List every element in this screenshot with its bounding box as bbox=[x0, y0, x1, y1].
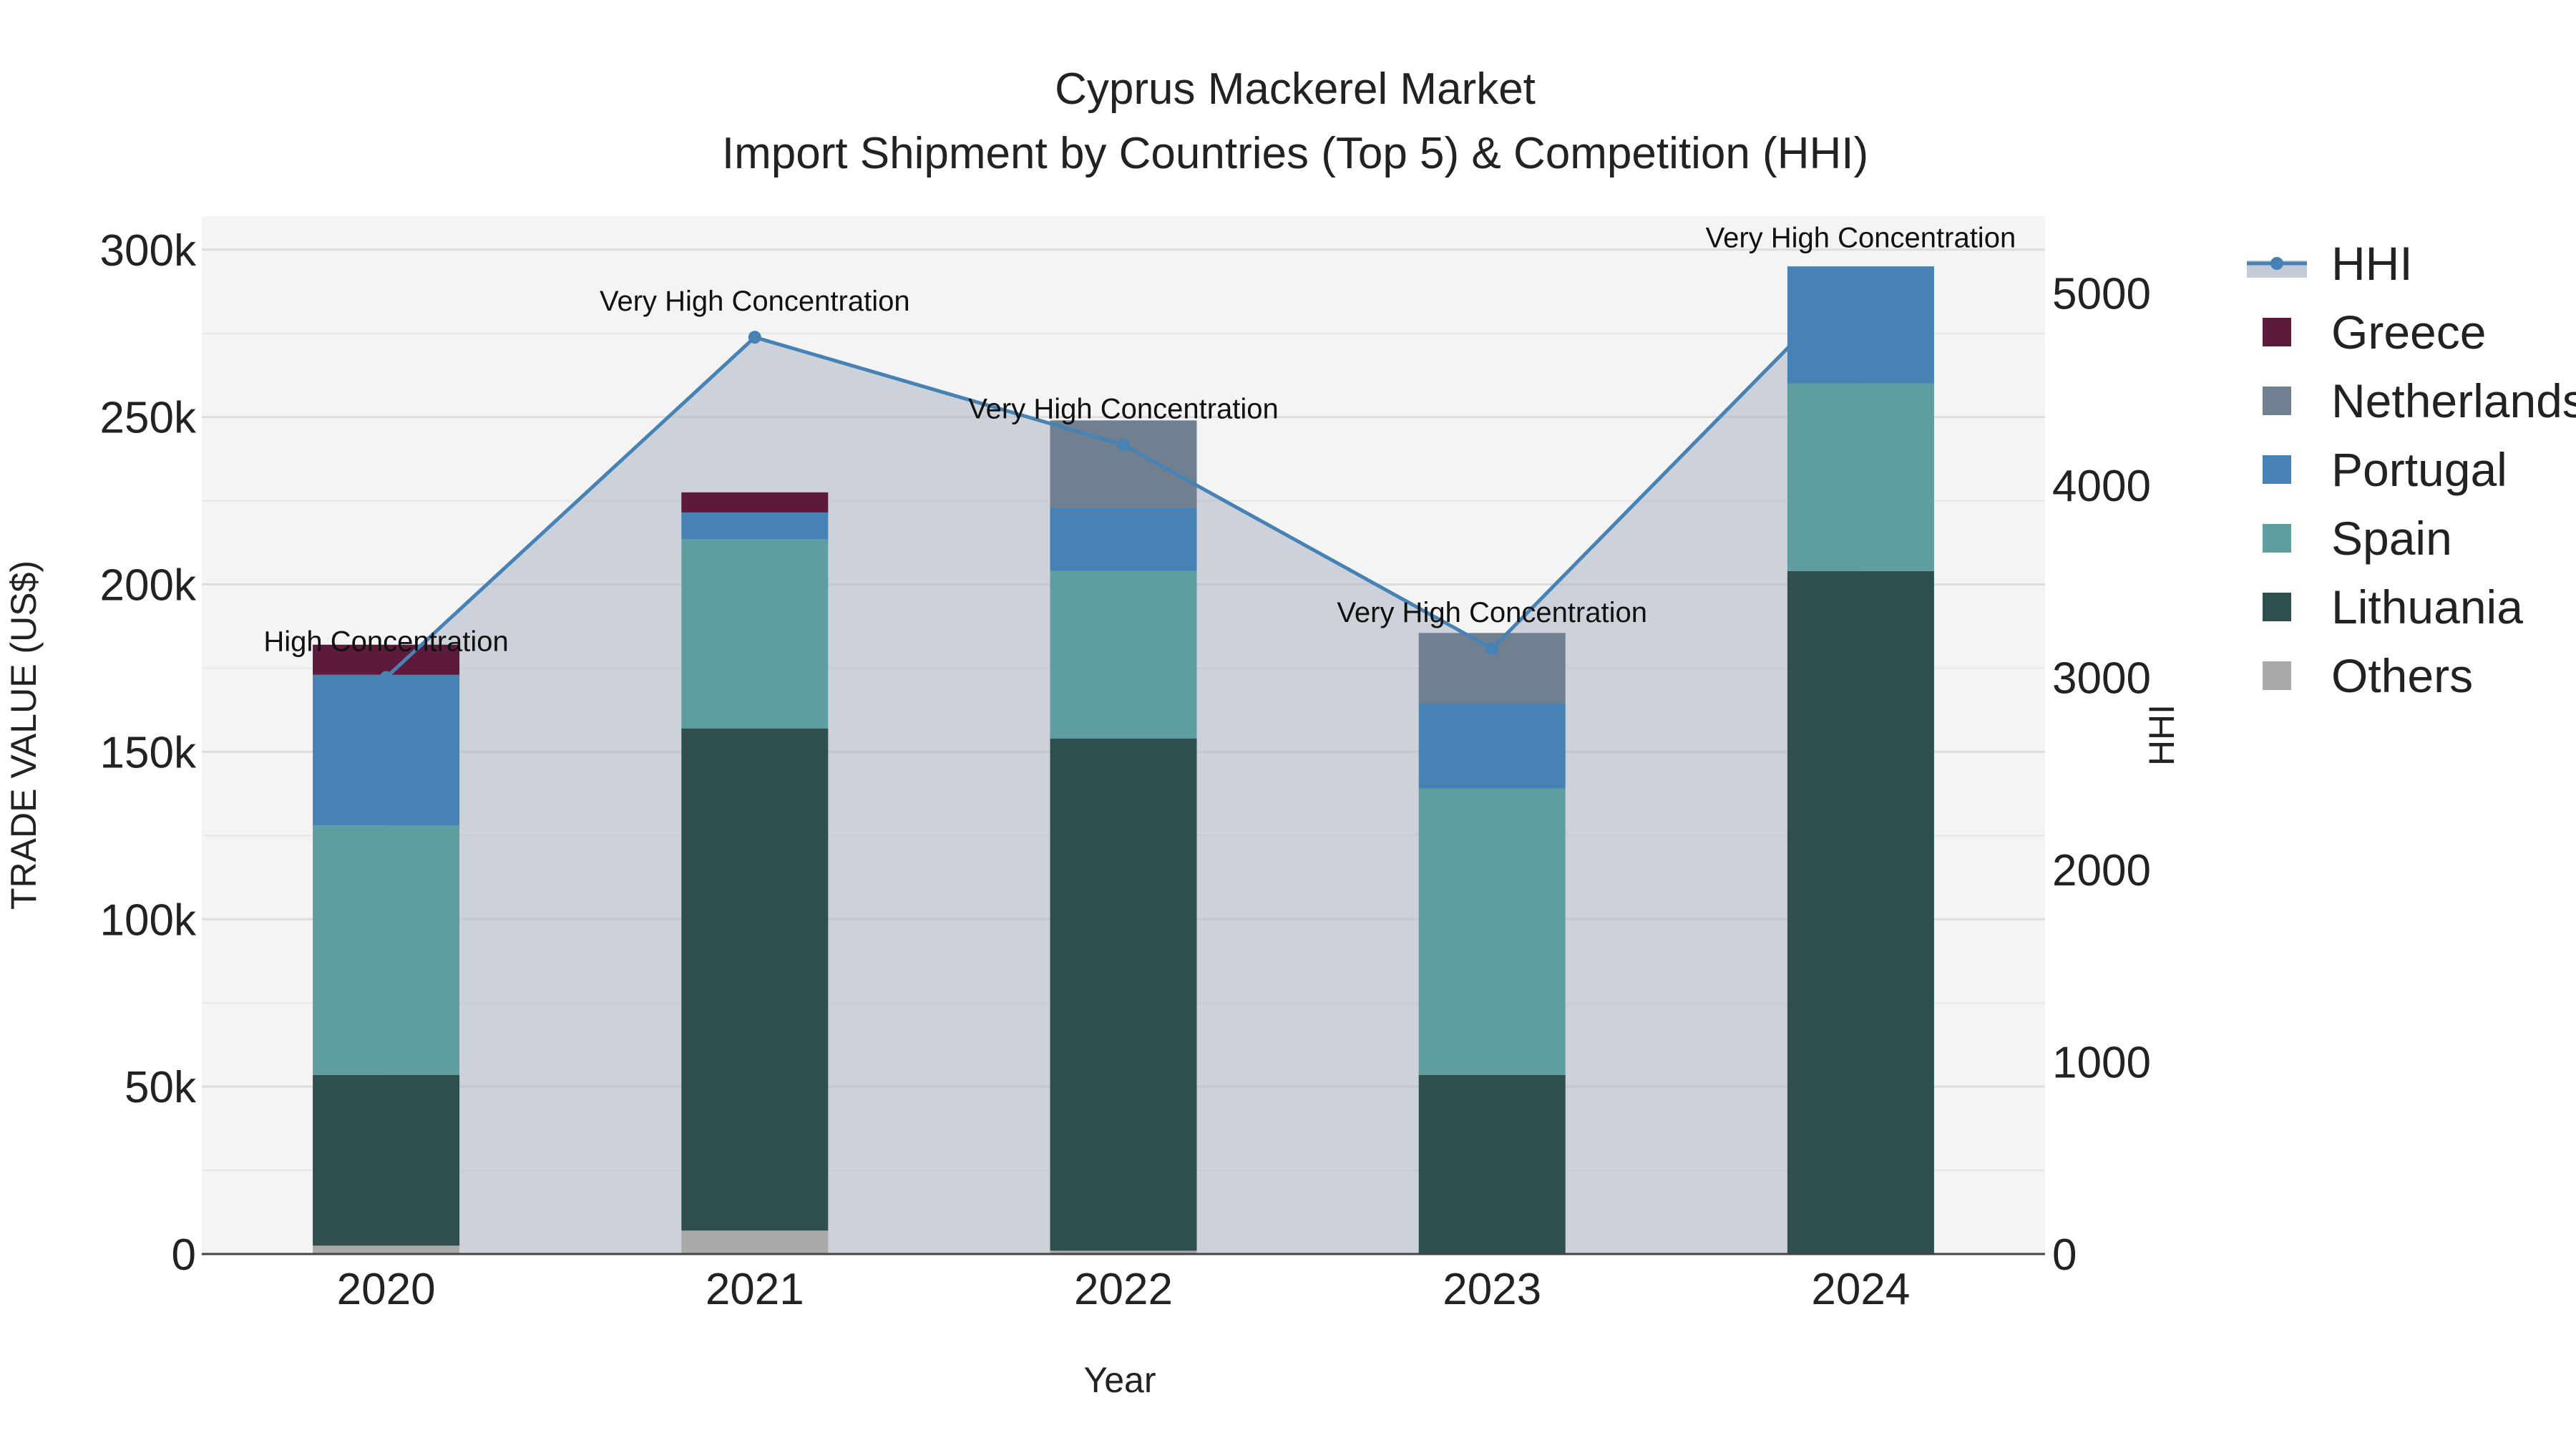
y2-axis-ticks: 0 1000 2000 3000 4000 5000 bbox=[2052, 269, 2151, 1280]
x-tick-label: 2024 bbox=[1811, 1265, 1910, 1314]
legend[interactable]: HHI Greece Netherlands Portugal Spain Lithuan… bbox=[2247, 237, 2576, 702]
legend-swatch-portugal bbox=[2263, 455, 2291, 484]
legend-label-hhi: HHI bbox=[2331, 237, 2413, 290]
legend-label-greece: Greece bbox=[2331, 306, 2486, 359]
chart-title: Cyprus Mackerel Market bbox=[1055, 64, 1536, 114]
bar-spain-2023 bbox=[1418, 788, 1566, 1075]
x-axis-title: Year bbox=[1083, 1360, 1156, 1400]
bar-lithuania-2020 bbox=[313, 1074, 460, 1246]
bar-spain-2021 bbox=[681, 539, 829, 729]
bar-lithuania-2024 bbox=[1787, 570, 1934, 1254]
hhi-annotation-2021: Very High Concentration bbox=[600, 286, 910, 317]
legend-item-lithuania[interactable]: Lithuania bbox=[2263, 580, 2523, 633]
bar-lithuania-2022 bbox=[1050, 738, 1197, 1251]
y2-axis-title: HHI bbox=[2142, 704, 2182, 766]
legend-label-netherlands: Netherlands bbox=[2331, 374, 2576, 427]
y-tick-label: 0 bbox=[172, 1230, 196, 1280]
hhi-annotations: High Concentration Very High Concentratio… bbox=[263, 223, 2016, 658]
legend-item-others[interactable]: Others bbox=[2263, 649, 2473, 702]
bar-lithuania-2021 bbox=[681, 728, 829, 1231]
bar-others-2020 bbox=[313, 1245, 460, 1254]
x-tick-label: 2022 bbox=[1074, 1265, 1173, 1314]
bar-others-2021 bbox=[681, 1230, 829, 1254]
bar-portugal-2023 bbox=[1418, 703, 1566, 789]
y2-tick-label: 0 bbox=[2052, 1230, 2077, 1280]
y-axis-ticks: 0 50k 100k 150k 200k 250k 300k bbox=[100, 226, 197, 1280]
legend-swatch-lithuania bbox=[2263, 593, 2291, 621]
legend-label-lithuania: Lithuania bbox=[2331, 580, 2523, 633]
y-tick-label: 200k bbox=[100, 561, 197, 611]
legend-item-greece[interactable]: Greece bbox=[2263, 306, 2486, 359]
y2-tick-label: 4000 bbox=[2052, 462, 2151, 511]
legend-swatch-greece bbox=[2263, 318, 2291, 346]
bar-spain-2024 bbox=[1787, 383, 1934, 571]
legend-swatch-others bbox=[2263, 661, 2291, 690]
y-tick-label: 150k bbox=[100, 728, 197, 777]
bar-others-2022 bbox=[1050, 1250, 1197, 1254]
hhi-point-2020 bbox=[379, 671, 393, 684]
x-tick-label: 2021 bbox=[706, 1265, 804, 1314]
legend-item-hhi[interactable]: HHI bbox=[2247, 237, 2413, 290]
hhi-annotation-2020: High Concentration bbox=[263, 626, 508, 657]
bar-portugal-2020 bbox=[313, 674, 460, 826]
legend-item-spain[interactable]: Spain bbox=[2263, 512, 2452, 565]
bar-lithuania-2023 bbox=[1418, 1074, 1566, 1254]
y-axis-title: TRADE VALUE (US$) bbox=[4, 560, 44, 910]
hhi-annotation-2023: Very High Concentration bbox=[1337, 597, 1647, 628]
y-tick-label: 100k bbox=[100, 895, 197, 945]
x-tick-label: 2020 bbox=[337, 1265, 436, 1314]
bar-portugal-2022 bbox=[1050, 507, 1197, 571]
legend-label-spain: Spain bbox=[2331, 512, 2452, 565]
bar-spain-2022 bbox=[1050, 570, 1197, 739]
hhi-annotation-2024: Very High Concentration bbox=[1706, 223, 2016, 254]
y2-tick-label: 5000 bbox=[2052, 269, 2151, 319]
legend-item-portugal[interactable]: Portugal bbox=[2263, 443, 2507, 496]
legend-swatch-netherlands bbox=[2263, 387, 2291, 415]
hhi-point-2022 bbox=[1117, 438, 1130, 452]
hhi-annotation-2022: Very High Concentration bbox=[968, 394, 1279, 425]
bar-netherlands-2022 bbox=[1050, 420, 1197, 507]
legend-label-others: Others bbox=[2331, 649, 2473, 702]
legend-swatch-hhi-marker bbox=[2270, 257, 2283, 270]
y2-tick-label: 1000 bbox=[2052, 1038, 2151, 1087]
y2-tick-label: 3000 bbox=[2052, 653, 2151, 703]
legend-label-portugal: Portugal bbox=[2331, 443, 2507, 496]
hhi-point-2024 bbox=[1854, 267, 1868, 281]
bar-spain-2020 bbox=[313, 825, 460, 1075]
y-tick-label: 50k bbox=[125, 1063, 197, 1112]
bar-portugal-2021 bbox=[681, 512, 829, 540]
y2-tick-label: 2000 bbox=[2052, 846, 2151, 895]
chart-subtitle: Import Shipment by Countries (Top 5) & C… bbox=[722, 129, 1868, 178]
hhi-point-2023 bbox=[1485, 642, 1499, 656]
legend-item-netherlands[interactable]: Netherlands bbox=[2263, 374, 2576, 427]
y-tick-label: 250k bbox=[100, 394, 197, 443]
x-axis-ticks: 2020 2021 2022 2023 2024 bbox=[337, 1265, 1911, 1314]
hhi-point-2021 bbox=[748, 331, 761, 344]
bar-greece-2020 bbox=[313, 644, 460, 675]
y-tick-label: 300k bbox=[100, 226, 197, 276]
hhi-line-layer bbox=[379, 267, 1868, 684]
legend-swatch-spain bbox=[2263, 524, 2291, 553]
bar-greece-2021 bbox=[681, 492, 829, 512]
x-tick-label: 2023 bbox=[1443, 1265, 1541, 1314]
